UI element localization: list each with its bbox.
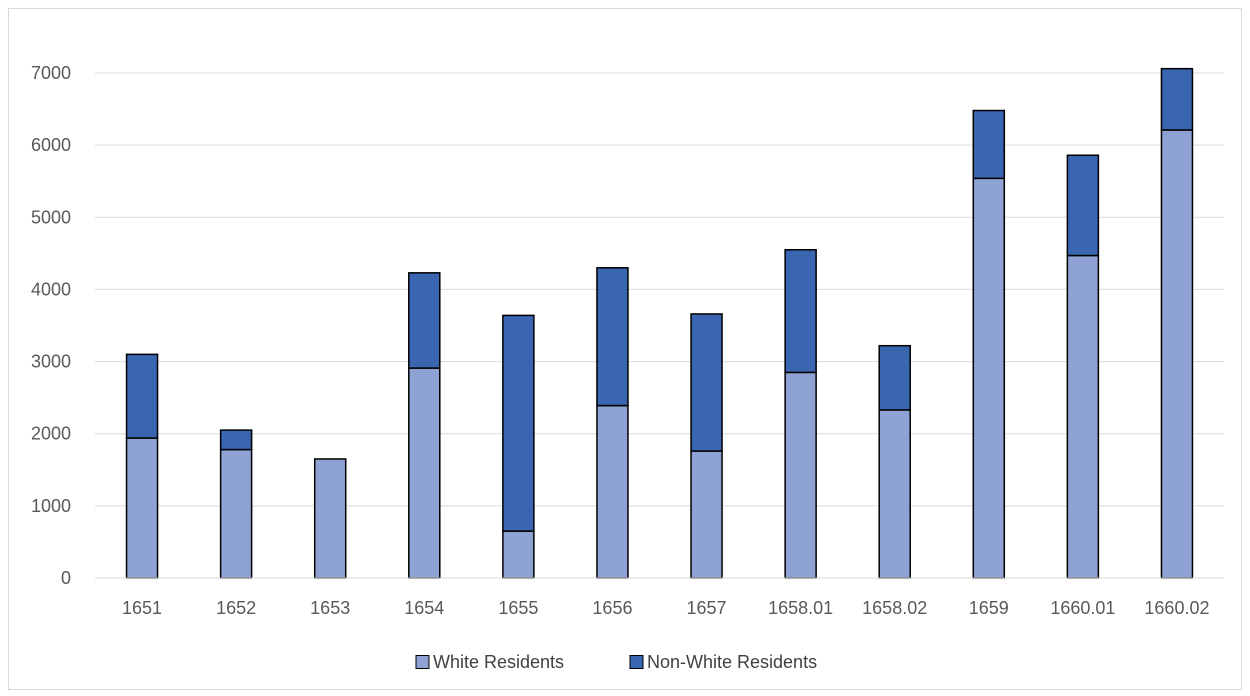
legend-swatch-white-residents [415, 655, 430, 669]
bar-non-white-residents-1658-02 [878, 344, 911, 411]
x-tick-label-1660-01: 1660.01 [1050, 598, 1115, 618]
bar-non-white-residents-1655 [502, 314, 535, 532]
x-tick-label-1654: 1654 [404, 598, 444, 618]
bar-white-residents-1660-02 [1160, 129, 1194, 579]
legend: White Residents Non-White Residents [415, 652, 817, 672]
x-tick-label-1657: 1657 [687, 598, 727, 618]
bars [125, 67, 1194, 579]
bar-non-white-residents-1657 [690, 313, 723, 452]
bar-non-white-residents-1660-01 [1066, 154, 1100, 257]
bar-white-residents-1658-02 [878, 409, 911, 579]
bar-non-white-residents-1658-01 [784, 249, 817, 374]
bar-white-residents-1658-01 [784, 371, 817, 579]
bar-white-residents-1659 [972, 177, 1006, 579]
y-tick-label-0: 0 [61, 568, 71, 588]
y-tick-label-1000: 1000 [31, 496, 71, 516]
bar-white-residents-1656 [596, 404, 629, 579]
bar-white-residents-1651 [125, 437, 159, 579]
bar-non-white-residents-1651 [125, 353, 159, 439]
bar-white-residents-1653 [313, 458, 347, 579]
bar-non-white-residents-1660-02 [1160, 67, 1194, 131]
y-tick-label-5000: 5000 [31, 207, 71, 227]
x-tick-label-1652: 1652 [216, 598, 256, 618]
bar-non-white-residents-1652 [219, 429, 253, 451]
bar-white-residents-1652 [219, 448, 253, 579]
bar-white-residents-1654 [408, 367, 441, 579]
bar-white-residents-1657 [690, 450, 723, 579]
legend-label-white-residents: White Residents [433, 652, 564, 672]
bar-non-white-residents-1654 [408, 272, 441, 369]
x-tick-label-1658-02: 1658.02 [862, 598, 927, 618]
y-axis-tick-labels: 0 1000 2000 3000 4000 5000 6000 7000 [31, 63, 71, 588]
x-tick-label-1658-01: 1658.01 [768, 598, 833, 618]
x-tick-label-1655: 1655 [498, 598, 538, 618]
y-tick-label-3000: 3000 [31, 352, 71, 372]
legend-swatch-non-white-residents [629, 655, 644, 669]
x-tick-label-1659: 1659 [969, 598, 1009, 618]
bar-non-white-residents-1659 [972, 109, 1006, 180]
y-tick-label-4000: 4000 [31, 279, 71, 299]
x-tick-label-1660-02: 1660.02 [1144, 598, 1209, 618]
legend-label-non-white-residents: Non-White Residents [647, 652, 817, 672]
x-axis-tick-labels: 1651 1652 1653 1654 1655 1656 1657 1658.01 1658.… [122, 598, 1209, 618]
bar-white-residents-1660-01 [1066, 254, 1100, 579]
bar-non-white-residents-1656 [596, 267, 629, 407]
x-tick-label-1656: 1656 [592, 598, 632, 618]
gridlines [95, 72, 1224, 507]
y-tick-label-7000: 7000 [31, 63, 71, 83]
y-tick-label-2000: 2000 [31, 424, 71, 444]
x-tick-label-1651: 1651 [122, 598, 162, 618]
bar-white-residents-1655 [502, 530, 535, 579]
y-tick-label-6000: 6000 [31, 135, 71, 155]
x-tick-label-1653: 1653 [310, 598, 350, 618]
